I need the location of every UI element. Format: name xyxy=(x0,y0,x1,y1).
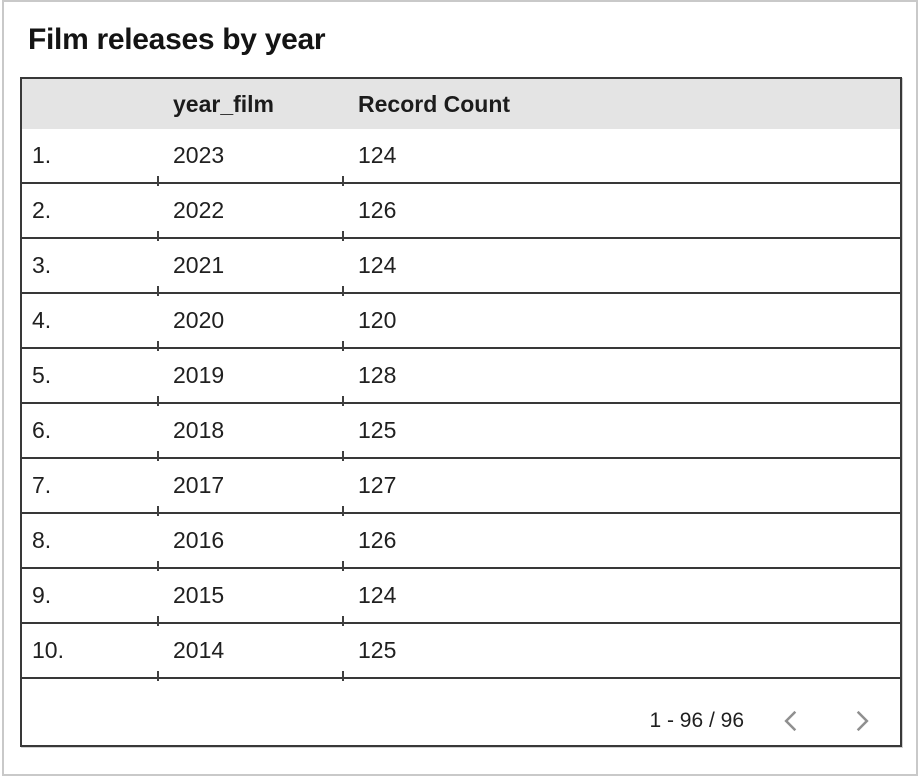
cell-record-count: 124 xyxy=(358,582,397,608)
table-row: 1. 2023 124 xyxy=(22,129,900,186)
cell-year-film: 2014 xyxy=(173,637,225,663)
table-header-row: year_film Record Count xyxy=(22,79,900,129)
cell-year-film: 2019 xyxy=(173,362,225,388)
table-row: 5. 2019 128 xyxy=(22,349,900,406)
cell-record-count: 128 xyxy=(358,362,397,388)
cell-record-count: 127 xyxy=(358,472,397,498)
cell-year-film: 2015 xyxy=(173,582,225,608)
next-page-button[interactable] xyxy=(849,708,875,734)
table-row: 8. 2016 126 xyxy=(22,514,900,571)
cell-row-index: 6. xyxy=(32,417,52,443)
cell-year-film: 2020 xyxy=(173,307,225,333)
cell-row-index: 9. xyxy=(32,582,52,608)
cell-row-index: 7. xyxy=(32,472,52,498)
cell-row-index: 3. xyxy=(32,252,52,278)
table-row: 6. 2018 125 xyxy=(22,404,900,461)
cell-row-index: 5. xyxy=(32,362,52,388)
cell-record-count: 125 xyxy=(358,637,397,663)
prev-page-button[interactable] xyxy=(778,708,804,734)
cell-row-index: 1. xyxy=(32,142,52,168)
cell-record-count: 124 xyxy=(358,142,397,168)
cell-year-film: 2021 xyxy=(173,252,225,278)
cell-year-film: 2023 xyxy=(173,142,225,168)
cell-row-index: 4. xyxy=(32,307,52,333)
table-row: 4. 2020 120 xyxy=(22,294,900,351)
cell-record-count: 124 xyxy=(358,252,397,278)
chevron-right-icon xyxy=(856,710,869,732)
table-row: 3. 2021 124 xyxy=(22,239,900,296)
pagination-range-label: 1 - 96 / 96 xyxy=(649,709,744,732)
table-row: 2. 2022 126 xyxy=(22,184,900,241)
cell-record-count: 126 xyxy=(358,197,397,223)
cell-year-film: 2017 xyxy=(173,472,225,498)
chevron-left-icon xyxy=(784,710,797,732)
cell-record-count: 125 xyxy=(358,417,397,443)
table-row: 10. 2014 125 xyxy=(22,624,900,681)
cell-row-index: 2. xyxy=(32,197,52,223)
cell-year-film: 2018 xyxy=(173,417,225,443)
table-body: 1. 2023 124 2. 2022 126 3. 2021 124 xyxy=(22,129,900,681)
data-table: year_film Record Count 1. 2023 124 2. 20… xyxy=(20,77,902,747)
cell-year-film: 2016 xyxy=(173,527,225,553)
cell-row-index: 10. xyxy=(32,637,64,663)
cell-row-index: 8. xyxy=(32,527,52,553)
table-row: 9. 2015 124 xyxy=(22,569,900,626)
table-footer: 1 - 96 / 96 xyxy=(22,679,900,745)
table-row: 7. 2017 127 xyxy=(22,459,900,516)
cell-year-film: 2022 xyxy=(173,197,225,223)
header-cell-year-film[interactable]: year_film xyxy=(173,90,275,117)
chart-title: Film releases by year xyxy=(28,23,326,56)
header-cell-record-count[interactable]: Record Count xyxy=(358,90,511,117)
cell-record-count: 120 xyxy=(358,307,397,333)
cell-record-count: 126 xyxy=(358,527,397,553)
